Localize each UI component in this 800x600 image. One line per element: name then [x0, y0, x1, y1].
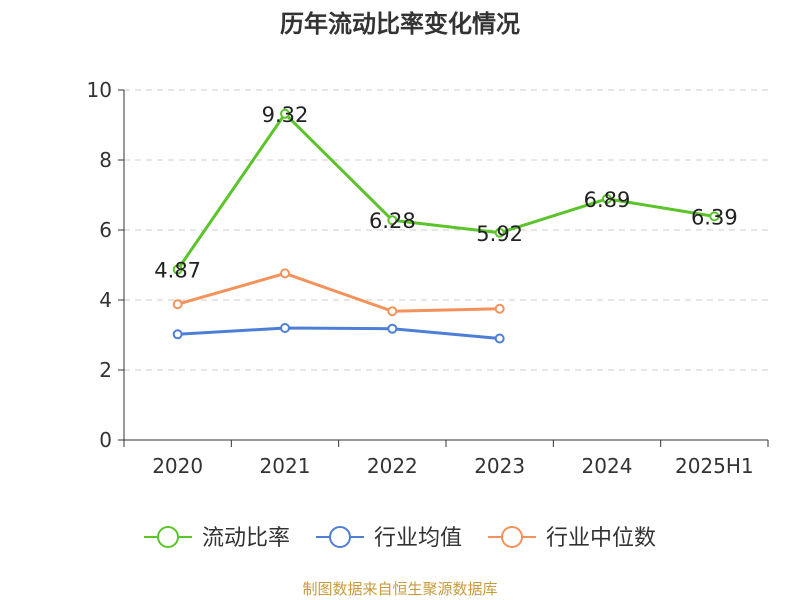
data-point: [280, 323, 290, 333]
series-layer: [172, 108, 720, 344]
grid-lines: [124, 89, 768, 371]
x-tick-label: 2025H1: [675, 454, 754, 478]
axes: [123, 90, 768, 441]
legend-item[interactable]: 流动比率: [144, 526, 290, 551]
legend-label: 流动比率: [202, 526, 290, 551]
series-line: [177, 326, 500, 340]
y-axis-ticks: 0 2 4 6 8 10: [87, 78, 124, 452]
chart-title: 历年流动比率变化情况: [280, 10, 520, 38]
data-point: [494, 303, 505, 314]
data-point: [280, 268, 290, 279]
legend-label: 行业中位数: [546, 526, 656, 551]
y-tick-label: 6: [99, 218, 112, 242]
y-tick-label: 8: [99, 148, 112, 172]
x-axis-ticks: 2020 2021 2022 2023 2024 2025H1: [123, 440, 769, 478]
data-point: [172, 329, 183, 340]
x-tick-label: 2022: [367, 454, 418, 478]
series-line: [177, 271, 500, 313]
y-tick-label: 0: [99, 428, 112, 452]
data-labels: 4.87 9.32 6.28 5.92 6.89 6.39: [154, 103, 737, 283]
legend-label: 行业均值: [374, 526, 462, 551]
data-point: [172, 299, 183, 310]
data-label: 9.32: [262, 103, 309, 127]
legend-item[interactable]: 行业中位数: [488, 526, 656, 551]
data-point: [494, 227, 505, 238]
data-point: [387, 215, 398, 226]
legend-marker-icon: [157, 526, 179, 548]
legend-item[interactable]: 行业均值: [316, 526, 462, 551]
x-tick-label: 2021: [260, 454, 311, 478]
series-line: [176, 112, 715, 271]
data-label: 6.39: [691, 205, 738, 229]
data-point: [172, 264, 183, 275]
data-point: [602, 193, 612, 204]
legend-marker-icon: [501, 526, 523, 548]
y-tick-label: 4: [99, 288, 112, 312]
y-tick-label: 10: [87, 78, 112, 102]
data-point: [494, 333, 505, 344]
legend[interactable]: 流动比率 行业均值 行业中位数: [144, 526, 656, 551]
data-label: 6.28: [369, 209, 416, 233]
data-label: 4.87: [154, 259, 201, 283]
data-point: [387, 323, 398, 334]
data-label: 6.89: [584, 188, 631, 212]
data-point: [709, 211, 720, 222]
x-tick-label: 2020: [152, 454, 203, 478]
y-tick-label: 2: [99, 358, 112, 382]
legend-marker-icon: [329, 526, 351, 548]
data-point: [280, 108, 290, 119]
x-tick-label: 2024: [582, 454, 633, 478]
data-label: 5.92: [476, 222, 523, 246]
data-point: [387, 306, 398, 317]
source-note: 制图数据来自恒生聚源数据库: [302, 580, 498, 598]
x-tick-label: 2023: [474, 454, 525, 478]
